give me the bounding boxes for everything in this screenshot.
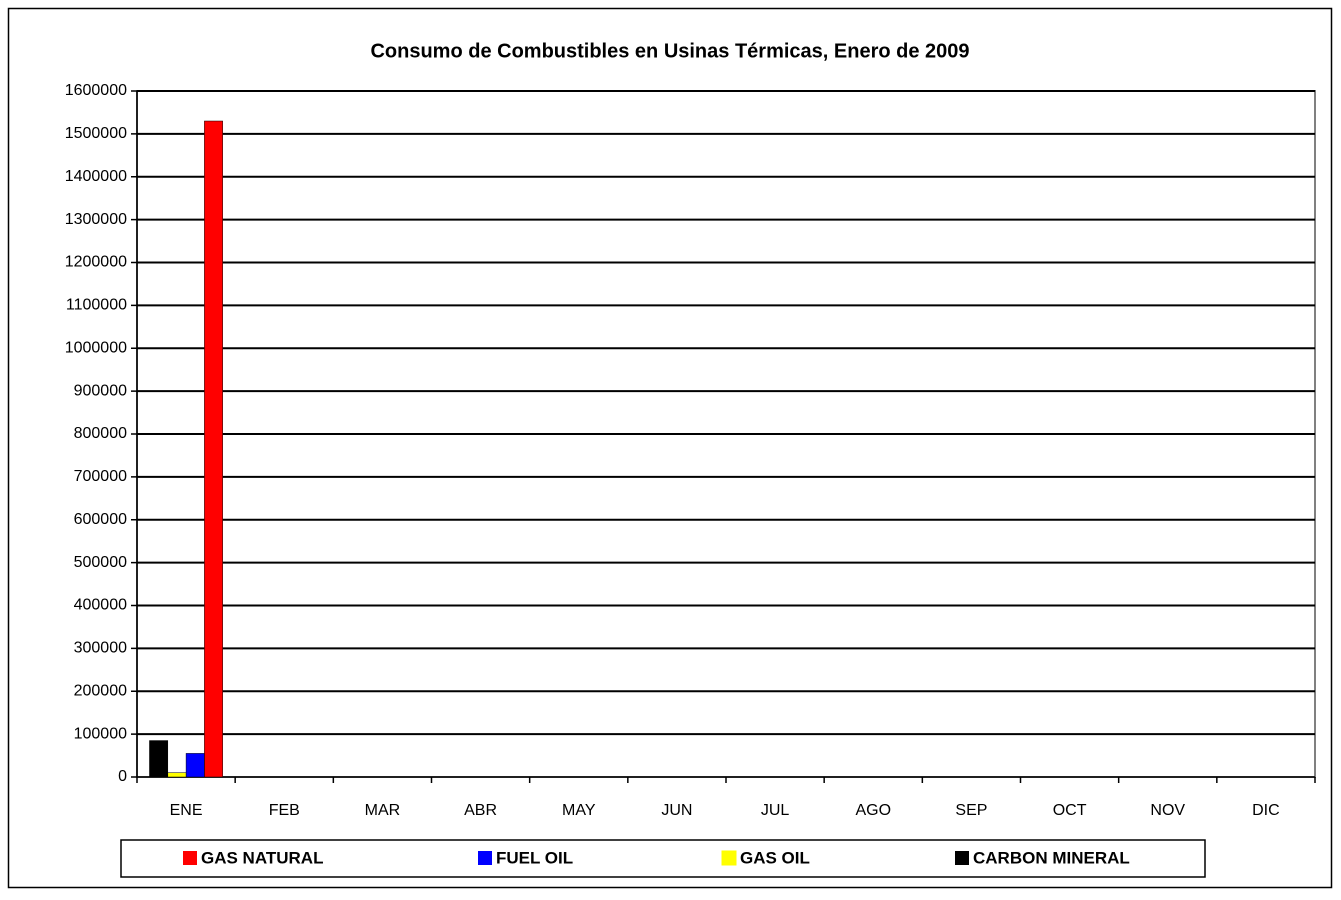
legend-swatch — [478, 851, 492, 865]
y-tick-label: 1600000 — [65, 82, 127, 99]
bar — [149, 740, 169, 778]
y-tick-label: 1200000 — [65, 254, 127, 271]
y-tick-label: 100000 — [74, 725, 127, 742]
y-tick-label: 500000 — [74, 554, 127, 571]
x-tick-label: ENE — [170, 802, 203, 819]
y-tick-label: 1100000 — [66, 297, 127, 314]
bar — [167, 772, 187, 778]
y-tick-label: 1300000 — [65, 211, 127, 228]
y-tick-label: 1000000 — [65, 339, 127, 356]
bar — [185, 753, 205, 778]
x-tick-label: OCT — [1053, 802, 1087, 819]
y-tick-label: 300000 — [74, 640, 127, 657]
x-tick-label: SEP — [955, 802, 987, 819]
legend-label: CARBON MINERAL — [973, 848, 1130, 867]
x-tick-label: DIC — [1252, 802, 1280, 819]
x-tick-label: MAR — [365, 802, 401, 819]
x-tick-label: NOV — [1150, 802, 1185, 819]
x-tick-label: ABR — [464, 802, 497, 819]
legend-label: GAS NATURAL — [201, 848, 323, 867]
y-tick-label: 800000 — [74, 425, 127, 442]
y-tick-label: 700000 — [74, 468, 127, 485]
y-tick-label: 200000 — [74, 682, 127, 699]
chart-title: Consumo de Combustibles en Usinas Térmic… — [370, 40, 969, 62]
x-tick-label: FEB — [269, 802, 300, 819]
x-tick-label: AGO — [855, 802, 891, 819]
legend-box — [120, 839, 1206, 878]
x-tick-label: JUN — [661, 802, 692, 819]
chart-border — [7, 7, 1333, 889]
y-tick-label: 600000 — [74, 511, 127, 528]
legend-swatch — [721, 850, 737, 866]
bar — [204, 120, 223, 778]
x-tick-label: MAY — [562, 802, 596, 819]
y-tick-label: 1500000 — [65, 125, 127, 142]
y-tick-label: 400000 — [74, 597, 127, 614]
y-tick-label: 900000 — [74, 382, 127, 399]
legend-label: GAS OIL — [740, 848, 810, 867]
y-tick-label: 0 — [118, 768, 127, 785]
legend-swatch — [955, 851, 969, 865]
y-tick-label: 1400000 — [65, 168, 127, 185]
x-tick-label: JUL — [761, 802, 790, 819]
legend-label: FUEL OIL — [496, 848, 573, 867]
legend-swatch — [183, 851, 197, 865]
